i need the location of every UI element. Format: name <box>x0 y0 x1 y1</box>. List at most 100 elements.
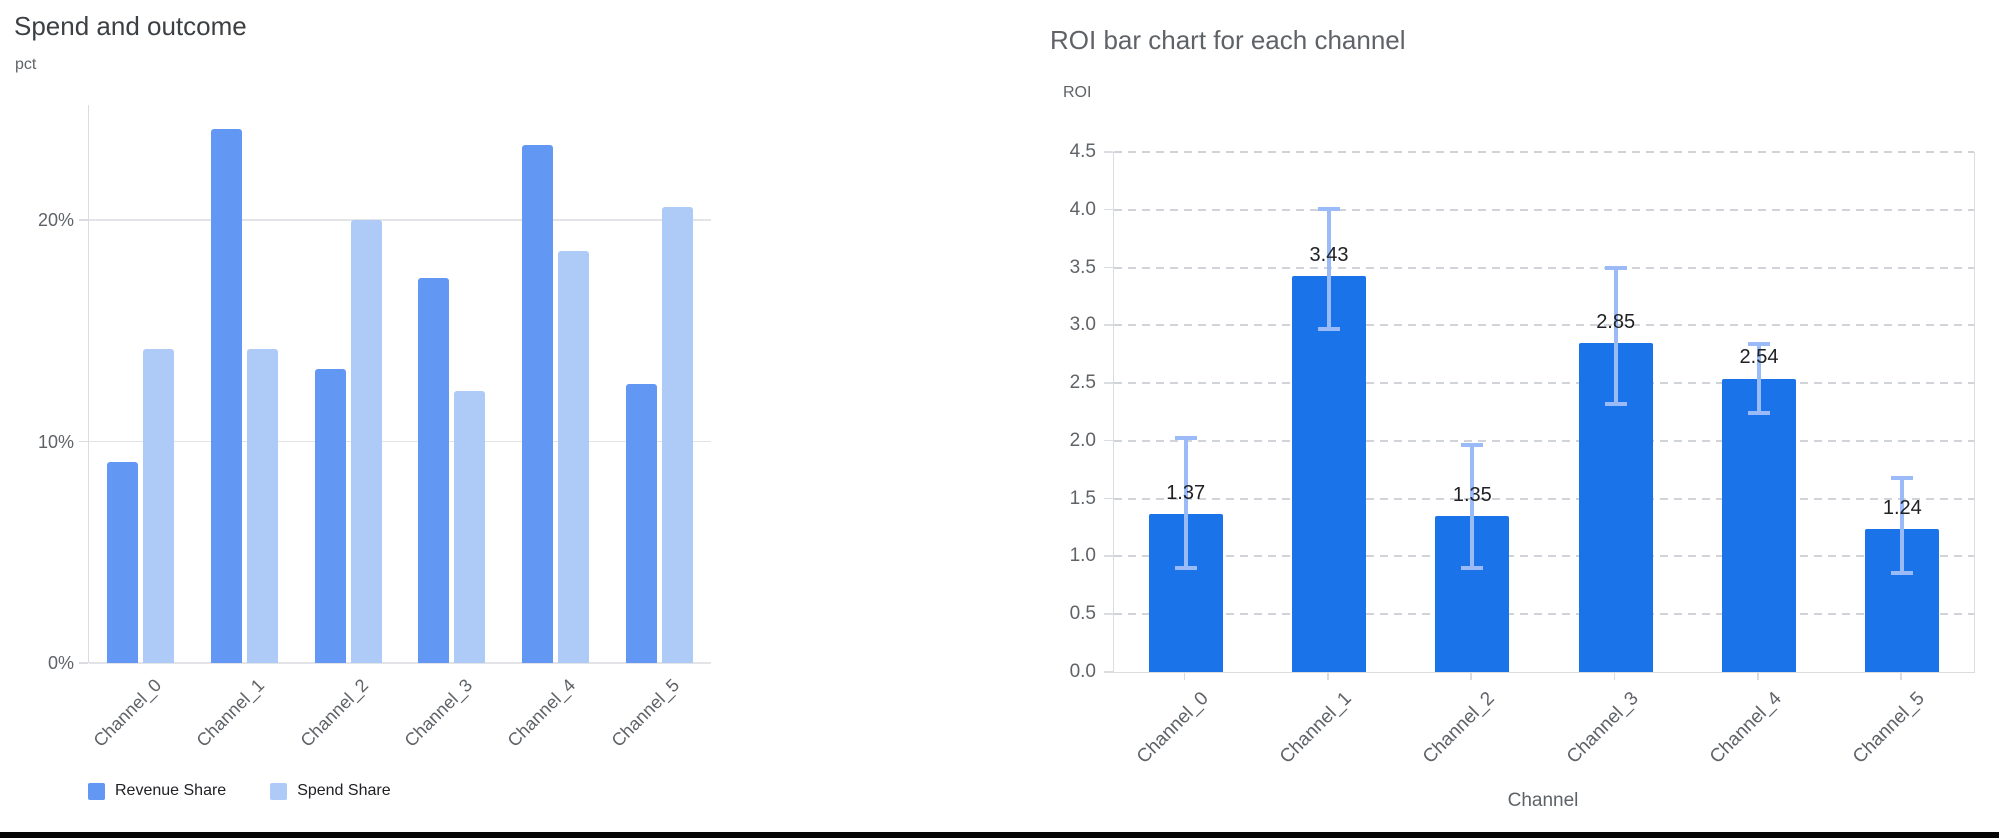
gridline <box>1114 555 1974 558</box>
bar-spend-share <box>350 220 382 663</box>
y-axis-tickmark <box>1104 613 1113 615</box>
bar-revenue-share <box>107 461 139 663</box>
bar-revenue-share <box>211 129 242 663</box>
error-bar-cap-top <box>1461 443 1484 448</box>
y-tick-label: 4.0 <box>1069 198 1096 220</box>
bar-roi <box>1292 275 1366 672</box>
bottom-divider-bar <box>0 832 1999 838</box>
y-tick-label: 10% <box>37 431 74 452</box>
error-bar-line <box>1183 436 1188 571</box>
legend-swatch <box>88 782 105 800</box>
error-bar-line <box>1327 207 1331 332</box>
bar-spend-share <box>143 348 175 663</box>
y-tick-label: 0.0 <box>1069 661 1096 682</box>
bar-spend-share <box>558 251 589 663</box>
y-axis-tickmark <box>1104 151 1113 153</box>
left-chart-title: Spend and outcome <box>14 11 247 41</box>
error-bar-cap-top <box>1891 475 1914 480</box>
error-bar <box>1748 341 1770 416</box>
bar-value-label: 3.43 <box>1309 243 1349 266</box>
gridline <box>1114 439 1974 442</box>
bar-revenue-share <box>418 277 450 663</box>
legend-label: Revenue Share <box>115 782 227 799</box>
bar-revenue-share <box>314 368 346 663</box>
gridline <box>89 662 711 664</box>
x-axis-tickmark <box>1183 672 1186 680</box>
y-tick-label: 2.0 <box>1069 429 1096 451</box>
x-tick-label: Channel_2 <box>1419 688 1500 768</box>
roi-plot: 1.37 Channel_0 3.43 Channel_1 1.35 Channel_2 2… <box>1113 151 1975 768</box>
legend-item: Spend Share <box>270 782 391 800</box>
x-tick-label: Channel_1 <box>1276 688 1356 768</box>
gridline <box>1114 208 1974 211</box>
error-bar-cap-top <box>1318 207 1340 212</box>
bar-value-label: 2.54 <box>1739 346 1779 369</box>
error-bar-cap-bottom <box>1318 327 1340 332</box>
right-chart-y-unit: ROI <box>1063 84 1092 101</box>
y-tick-label: 0.5 <box>1069 603 1096 625</box>
gridline <box>1114 497 1974 500</box>
y-axis-tickmark <box>1104 266 1113 269</box>
y-axis-tickmark <box>79 440 88 443</box>
y-tick-label: 3.0 <box>1069 314 1096 336</box>
error-bar <box>1318 207 1340 332</box>
y-tick-label: 0% <box>47 653 74 673</box>
gridline <box>1114 324 1974 327</box>
x-axis-tickmark <box>1613 672 1616 680</box>
y-axis-tickmark <box>1104 439 1113 442</box>
x-tick-label: Channel_1 <box>192 675 269 751</box>
right-chart-title: ROI bar chart for each channel <box>1050 25 1406 55</box>
y-tick-label: 1.5 <box>1069 487 1096 509</box>
y-axis-tickmark <box>1104 208 1113 211</box>
error-bar-cap-bottom <box>1461 566 1484 571</box>
bar-spend-share <box>661 206 693 663</box>
error-bar <box>1604 266 1627 407</box>
error-bar-cap-bottom <box>1174 566 1197 571</box>
gridline <box>1114 266 1974 269</box>
y-tick-label: 4.5 <box>1069 141 1096 162</box>
y-axis-tickmark <box>1104 324 1113 326</box>
gridline <box>89 440 711 443</box>
error-bar-cap-bottom <box>1604 402 1627 407</box>
error-bar-line <box>1900 475 1905 575</box>
y-tick-label: 3.5 <box>1069 256 1096 278</box>
x-tick-label: Channel_2 <box>296 675 373 751</box>
y-axis-tickmark <box>1104 671 1113 673</box>
legend-label: Spend Share <box>297 782 391 799</box>
x-tick-label: Channel_4 <box>503 675 580 751</box>
bar-spend-share <box>247 348 278 663</box>
y-axis-tickmark <box>1104 382 1113 384</box>
legend-item: Revenue Share <box>88 782 226 800</box>
error-bar-cap-top <box>1604 266 1627 271</box>
bar-value-label: 1.37 <box>1166 481 1206 504</box>
error-bar-line <box>1470 443 1475 571</box>
gridline <box>1114 613 1974 616</box>
y-tick-label: 2.5 <box>1069 372 1096 394</box>
error-bar-cap-bottom <box>1891 570 1914 575</box>
bar-value-label: 1.35 <box>1452 484 1492 506</box>
bar-value-label: 1.24 <box>1882 496 1922 519</box>
error-bar <box>1461 443 1484 571</box>
y-tick-label: 1.0 <box>1069 545 1096 567</box>
spend-outcome-plot: Channel_0 Channel_1 Channel_2 Channel_3 Chan… <box>88 105 711 751</box>
x-axis-tickmark <box>1757 672 1759 680</box>
y-axis-tickmark <box>79 219 88 221</box>
x-tick-label: Channel_3 <box>1562 688 1643 768</box>
bar-value-label: 2.85 <box>1596 310 1636 333</box>
legend-swatch <box>270 782 288 800</box>
bar-spend-share <box>454 390 486 663</box>
gridline <box>1114 151 1974 153</box>
x-axis-tickmark <box>1327 672 1329 680</box>
x-tick-label: Channel_3 <box>400 675 476 751</box>
x-tick-label: Channel_5 <box>607 675 684 751</box>
error-bar-cap-top <box>1748 341 1770 346</box>
left-chart-legend: Revenue Share Spend Share <box>88 782 391 800</box>
left-chart-y-unit: pct <box>15 56 37 73</box>
error-bar-line <box>1613 266 1618 407</box>
y-axis-tickmark <box>1104 497 1113 500</box>
error-bar-cap-bottom <box>1748 411 1770 416</box>
x-axis-tickmark <box>1900 672 1902 680</box>
right-chart-x-axis-title: Channel <box>1507 790 1579 811</box>
bar-revenue-share <box>522 144 553 663</box>
